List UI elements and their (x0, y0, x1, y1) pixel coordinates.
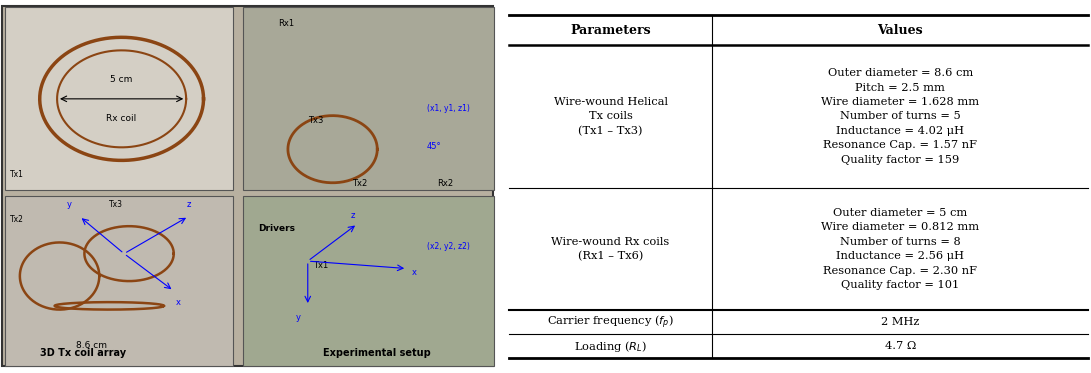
Text: Tx3: Tx3 (109, 200, 123, 209)
Bar (5, 196, 233, 366)
Text: 45°: 45° (427, 142, 442, 151)
Text: 8.6 cm: 8.6 cm (76, 341, 107, 350)
Text: x: x (412, 268, 417, 277)
Text: y: y (296, 313, 300, 322)
Bar (243, 196, 494, 366)
Text: Tx3: Tx3 (308, 116, 323, 125)
Text: Values: Values (877, 23, 923, 37)
Text: (x1, y1, z1): (x1, y1, z1) (427, 104, 470, 113)
Text: Tx1: Tx1 (313, 261, 328, 270)
Text: Loading ($R_L$): Loading ($R_L$) (574, 339, 647, 354)
Text: z: z (350, 211, 355, 220)
Text: Tx1: Tx1 (10, 170, 24, 179)
Bar (243, 7, 494, 190)
Text: Wire-wound Rx coils
(Rx1 – Tx6): Wire-wound Rx coils (Rx1 – Tx6) (551, 236, 670, 261)
Text: Parameters: Parameters (571, 23, 651, 37)
Text: Rx coil: Rx coil (107, 114, 136, 123)
Text: Wire-wound Helical
Tx coils
(Tx1 – Tx3): Wire-wound Helical Tx coils (Tx1 – Tx3) (553, 97, 668, 136)
Text: 3D Tx coil array: 3D Tx coil array (39, 348, 125, 358)
Text: 5 cm: 5 cm (110, 75, 133, 84)
Text: x: x (177, 298, 181, 307)
Text: Outer diameter = 8.6 cm
Pitch = 2.5 mm
Wire diameter = 1.628 mm
Number of turns : Outer diameter = 8.6 cm Pitch = 2.5 mm W… (822, 68, 980, 164)
Text: 4.7 Ω: 4.7 Ω (885, 341, 916, 351)
Text: Carrier frequency ($f_p$): Carrier frequency ($f_p$) (548, 314, 674, 331)
Text: (x2, y2, z2): (x2, y2, z2) (427, 242, 470, 251)
Text: Tx2: Tx2 (352, 179, 368, 188)
Text: Tx2: Tx2 (10, 215, 24, 224)
Text: Rx2: Rx2 (436, 179, 453, 188)
Text: 2 MHz: 2 MHz (882, 317, 920, 327)
Text: y: y (67, 200, 72, 209)
Text: Drivers: Drivers (259, 224, 296, 233)
Text: Outer diameter = 5 cm
Wire diameter = 0.812 mm
Number of turns = 8
Inductance = : Outer diameter = 5 cm Wire diameter = 0.… (822, 208, 980, 290)
Text: Rx1: Rx1 (278, 19, 295, 28)
Text: Experimental setup: Experimental setup (323, 348, 431, 358)
Bar (5, 7, 233, 190)
Text: z: z (187, 200, 191, 209)
